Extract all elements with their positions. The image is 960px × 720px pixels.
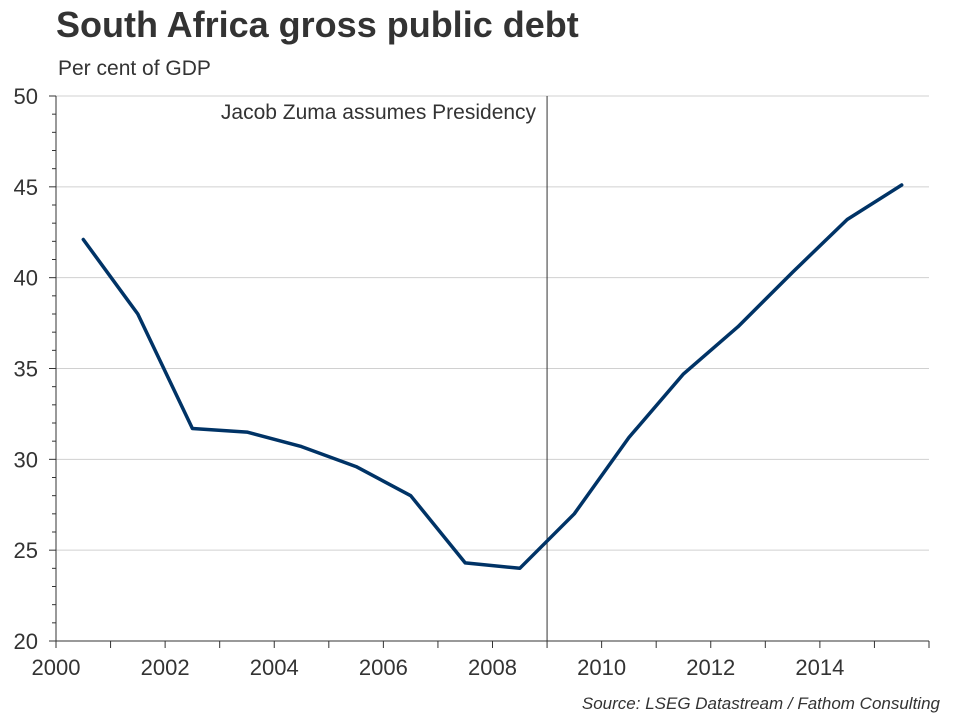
annotations: Jacob Zuma assumes Presidency (221, 96, 548, 641)
axes (49, 95, 930, 648)
x-tick-label: 2012 (686, 655, 735, 680)
y-tick-label: 30 (14, 447, 38, 472)
x-tick-label: 2004 (250, 655, 299, 680)
y-tick-label: 40 (14, 266, 38, 291)
grid-lines (56, 95, 929, 551)
y-tick-label: 20 (14, 629, 38, 654)
x-tick-label: 2010 (577, 655, 626, 680)
source-note: Source: LSEG Datastream / Fathom Consult… (581, 694, 940, 713)
chart-subtitle: Per cent of GDP (58, 57, 211, 80)
x-tick-label: 2006 (359, 655, 408, 680)
x-tick-label: 2000 (32, 655, 81, 680)
x-tick-label: 2008 (468, 655, 517, 680)
series-line (81, 183, 904, 571)
y-tick-label: 25 (14, 538, 38, 563)
y-tick-label: 50 (14, 84, 38, 109)
series (81, 183, 904, 571)
chart-title: South Africa gross public debt (56, 4, 579, 45)
x-tick-label: 2002 (141, 655, 190, 680)
y-tick-label: 35 (14, 357, 38, 382)
y-tick-label: 45 (14, 175, 38, 200)
annotation-label: Jacob Zuma assumes Presidency (221, 101, 537, 124)
tick-labels: 20 25 30 35 40 45 50 2000 2002 2004 2006 2008 2010 20… (14, 84, 845, 680)
x-tick-label: 2014 (795, 655, 844, 680)
